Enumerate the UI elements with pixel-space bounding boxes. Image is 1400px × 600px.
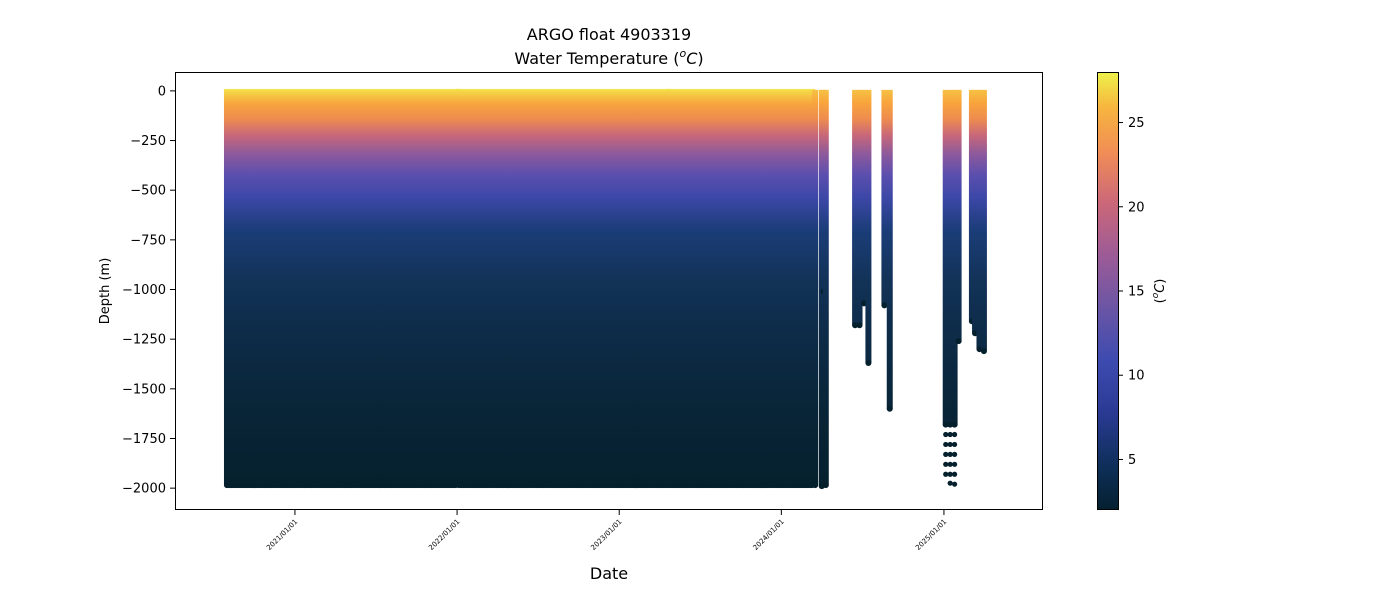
profile-single-7 [865,89,872,364]
deep-point-1-1 [947,441,953,448]
chart-subtitle: Water Temperature (oC) [514,47,703,68]
colorbar [1097,72,1119,510]
y-axis-label: Depth (m) [98,258,113,325]
profile-single-12-bottom-point [951,421,958,428]
deep-point-1-5 [947,480,953,486]
profile-single-8 [881,89,888,306]
profile-single-4 [852,89,859,326]
plot-frame [175,72,1043,510]
deep-point-0-2 [943,451,949,457]
profile-single-10 [942,89,949,425]
profile-single-16 [976,89,983,350]
y-tick-label: −1000 [122,283,166,298]
y-tick-label: −1500 [122,382,166,397]
deep-point-1-3 [947,461,953,467]
x-tick-label: 2024/01/01 [752,518,786,552]
deep-point-2-2 [952,451,958,457]
profile-single-9 [886,89,893,409]
deep-point-2-4 [952,471,958,477]
profile-seg0-103 [452,89,459,486]
deep-point-1-0 [947,431,953,438]
profile-seg2-64 [809,89,816,486]
profile-single-9-bottom-point [886,405,893,412]
profile-single-3-bottom-point [822,482,829,489]
profile-single-17 [980,89,987,352]
chart-subtitle-prefix: Water Temperature ( [514,49,679,68]
y-tick-label: −250 [130,134,166,149]
y-tick-label: −1250 [122,333,166,348]
profile-single-7-bottom-point [865,360,872,367]
colorbar-ticks: 5 10 15 20 25 [1118,116,1145,468]
colorbar-label-prefix: ( [1153,298,1168,303]
deep-point-2-3 [952,461,958,467]
chart-subtitle-unit: C [686,49,698,68]
deep-point-2-1 [952,441,958,448]
deep-point-1-2 [947,451,953,457]
y-tick-label: −750 [130,233,166,248]
colorbar-tick-label: 25 [1128,116,1145,131]
x-tick-label: 2025/01/01 [914,518,948,552]
profile-single-11 [947,89,954,425]
profile-single-17-bottom-point [980,348,987,355]
colorbar-tick-label: 20 [1128,200,1145,215]
surface-band-1 [455,88,671,107]
surface-band-0 [223,88,461,107]
y-axis: 0 −250 −500 −750 −1000 −1250 −1500 −1750 −2000 [122,84,175,497]
colorbar-tick-label: 15 [1128,285,1145,300]
x-axis: 2021/01/01 2022/01/01 2023/01/01 2024/01/01… [265,510,948,552]
chart-subtitle-unit-sup: o [679,47,686,60]
profile-single-0-bottom-point [812,482,819,489]
y-tick-label: −2000 [122,482,166,497]
deep-point-0-3 [943,461,949,467]
plot-area [223,88,987,490]
profile-single-12 [951,89,958,425]
profile-single-15 [972,89,979,334]
colorbar-label-unit: C [1153,283,1168,293]
deep-point-0-4 [943,471,949,477]
deep-point-2-0 [952,431,958,438]
x-axis-label: Date [590,564,628,583]
chart-subtitle-suffix: ) [697,49,703,68]
profile-single-13-bottom-point [955,338,962,345]
y-tick-label: −1750 [122,432,166,447]
y-tick-label: −500 [130,184,166,199]
x-tick-label: 2022/01/01 [427,518,461,552]
profile-single-6 [860,89,867,304]
y-tick-label: 0 [158,84,166,99]
deep-point-0-1 [943,441,949,448]
x-tick-label: 2023/01/01 [589,518,623,552]
deep-point-0-0 [943,431,949,438]
colorbar-label: (oC) [1151,279,1168,304]
profile-single-5-bottom-point [856,322,863,329]
profile-single-8-bottom-point [881,302,888,309]
x-tick-label: 2021/01/01 [265,518,299,552]
chart-title: ARGO float 4903319 [527,25,691,44]
colorbar-label-suffix: ) [1153,279,1168,284]
colorbar-label-sup: o [1151,292,1161,298]
deep-point-1-4 [947,471,953,477]
colorbar-tick-label: 10 [1128,369,1145,384]
profile-single-13 [955,89,962,342]
profile-single-3 [822,89,829,486]
colorbar-tick-label: 5 [1128,453,1136,468]
profile-single-14 [968,89,975,322]
profile-single-0 [812,89,819,486]
profile-single-5 [856,89,863,326]
deep-point-2-5 [952,481,958,487]
surface-band-2 [666,88,816,107]
